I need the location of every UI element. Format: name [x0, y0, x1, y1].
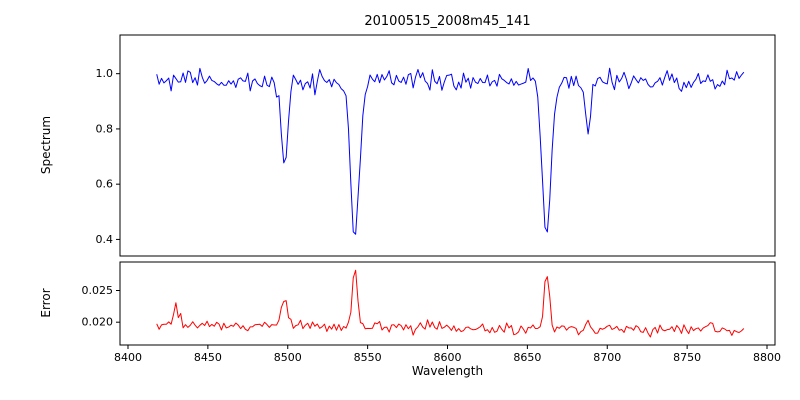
spectrum-axis-label: Spectrum [39, 115, 53, 175]
spectrum-line [156, 67, 745, 235]
x-tick-label: 8450 [194, 351, 222, 364]
x-tick-label: 8750 [673, 351, 701, 364]
error-axis-label: Error [39, 288, 53, 318]
x-axis-label: Wavelength [411, 364, 484, 378]
error-line [156, 269, 745, 338]
x-tick-label: 8500 [274, 351, 302, 364]
chart-title: 20100515_2008m45_141 [364, 14, 531, 29]
error-frame [119, 261, 776, 346]
error-y-tick-label: 0.025 [82, 284, 114, 297]
spectrum-y-tick-label: 0.4 [96, 233, 114, 246]
spectrum-y-tick-label: 0.8 [96, 122, 114, 135]
x-tick-label: 8600 [434, 351, 462, 364]
x-tick-label: 8550 [354, 351, 382, 364]
spectrum-frame [119, 34, 776, 257]
spectrum-y-tick-label: 0.6 [96, 178, 114, 191]
x-tick-label: 8650 [513, 351, 541, 364]
x-tick-label: 8400 [114, 351, 142, 364]
error-y-tick-label: 0.020 [82, 316, 114, 329]
x-tick-label: 8700 [593, 351, 621, 364]
x-tick-label: 8800 [753, 351, 781, 364]
spectrum-y-tick-label: 1.0 [96, 67, 114, 80]
